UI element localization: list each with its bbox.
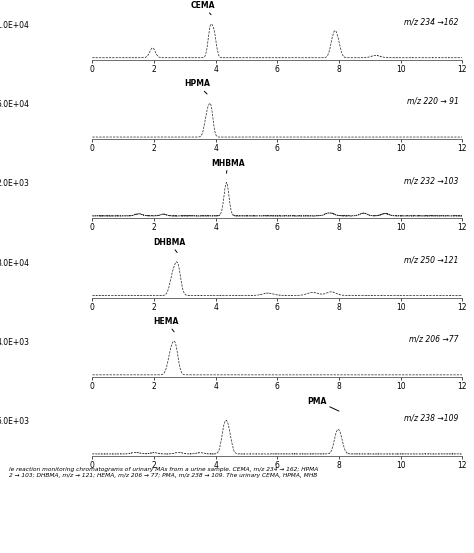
Text: 5.0E+04: 5.0E+04 bbox=[0, 100, 29, 109]
Text: 3.0E+04: 3.0E+04 bbox=[0, 259, 29, 268]
Text: HPMA: HPMA bbox=[184, 80, 210, 94]
Text: CEMA: CEMA bbox=[191, 1, 216, 15]
Text: 5.0E+03: 5.0E+03 bbox=[0, 417, 29, 426]
Text: m/z 220 → 91: m/z 220 → 91 bbox=[407, 97, 458, 106]
Text: m/z 238 →109: m/z 238 →109 bbox=[404, 414, 458, 423]
Text: DHBMA: DHBMA bbox=[153, 238, 186, 253]
Text: 4.0E+03: 4.0E+03 bbox=[0, 338, 29, 347]
Text: 1.0E+04: 1.0E+04 bbox=[0, 21, 29, 30]
Text: PMA: PMA bbox=[308, 397, 339, 411]
Text: HEMA: HEMA bbox=[154, 317, 179, 332]
Text: m/z 250 →121: m/z 250 →121 bbox=[404, 255, 458, 264]
Text: m/z 232 →103: m/z 232 →103 bbox=[404, 176, 458, 185]
Text: m/z 206 →77: m/z 206 →77 bbox=[409, 335, 458, 343]
Text: MHBMA: MHBMA bbox=[211, 159, 245, 173]
Text: 2.0E+03: 2.0E+03 bbox=[0, 179, 29, 189]
Text: m/z 234 →162: m/z 234 →162 bbox=[404, 18, 458, 27]
Text: le reaction monitoring chromatograms of urinary MAs from a urine sample. CEMA, m: le reaction monitoring chromatograms of … bbox=[9, 467, 319, 478]
